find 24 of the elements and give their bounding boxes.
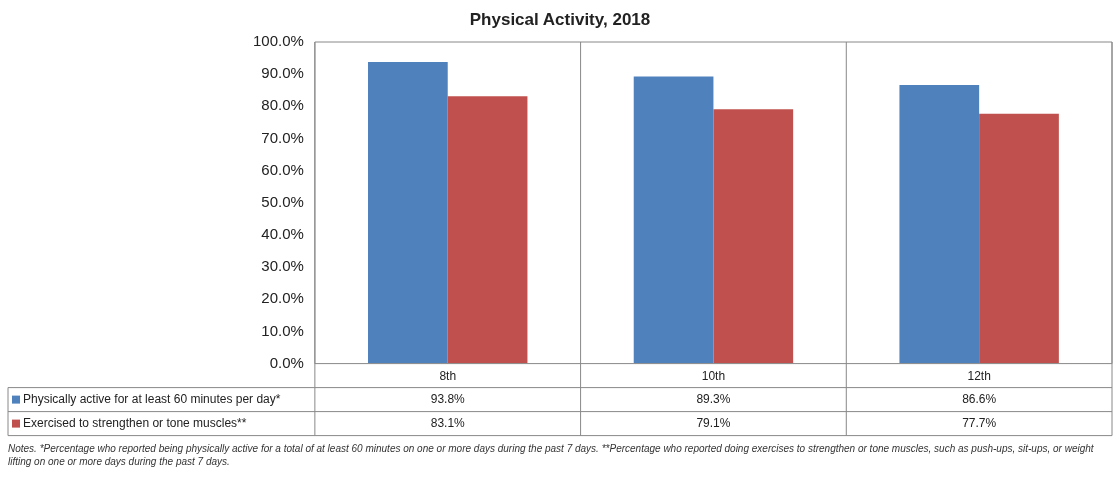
legend-label: Physically active for at least 60 minutes per day* xyxy=(23,391,281,406)
y-tick-label: 50.0% xyxy=(261,192,304,210)
data-label: 83.1% xyxy=(430,415,466,430)
y-tick-label: 30.0% xyxy=(261,257,304,275)
y-tick-label: 80.0% xyxy=(261,96,304,114)
y-tick-label: 70.0% xyxy=(261,128,304,146)
data-label: 93.8% xyxy=(430,391,466,406)
y-tick-label: 100.0% xyxy=(253,32,304,50)
data-label: 77.7% xyxy=(962,415,997,430)
x-tick-label: 10th xyxy=(701,369,726,384)
data-label: 79.1% xyxy=(696,415,731,430)
x-tick-label: 12th xyxy=(967,369,991,384)
y-tick-label: 40.0% xyxy=(261,225,304,243)
y-tick-label: 90.0% xyxy=(261,64,304,82)
data-label: 86.6% xyxy=(962,391,997,406)
chart-title: Physical Activity, 2018 xyxy=(469,9,651,29)
y-tick-label: 20.0% xyxy=(261,289,304,307)
y-tick-label: 10.0% xyxy=(261,321,304,339)
legend-label: Exercised to strengthen or tone muscles** xyxy=(23,415,247,430)
y-tick-label: 60.0% xyxy=(261,160,304,178)
x-tick-label: 8th xyxy=(439,369,457,384)
y-tick-label: 0.0% xyxy=(269,353,304,371)
text: Notes. *Percentage who reported being physically active for a total of at least 60 minutes on one or more days during the past 7 days. **Percentage who reported doing exercises to strengthen or tone muscles, such as push-ups, sit-ups, or weight lifting on one or more days during the past 7 days. xyxy=(8,442,1095,468)
data-label: 89.3% xyxy=(696,391,731,406)
